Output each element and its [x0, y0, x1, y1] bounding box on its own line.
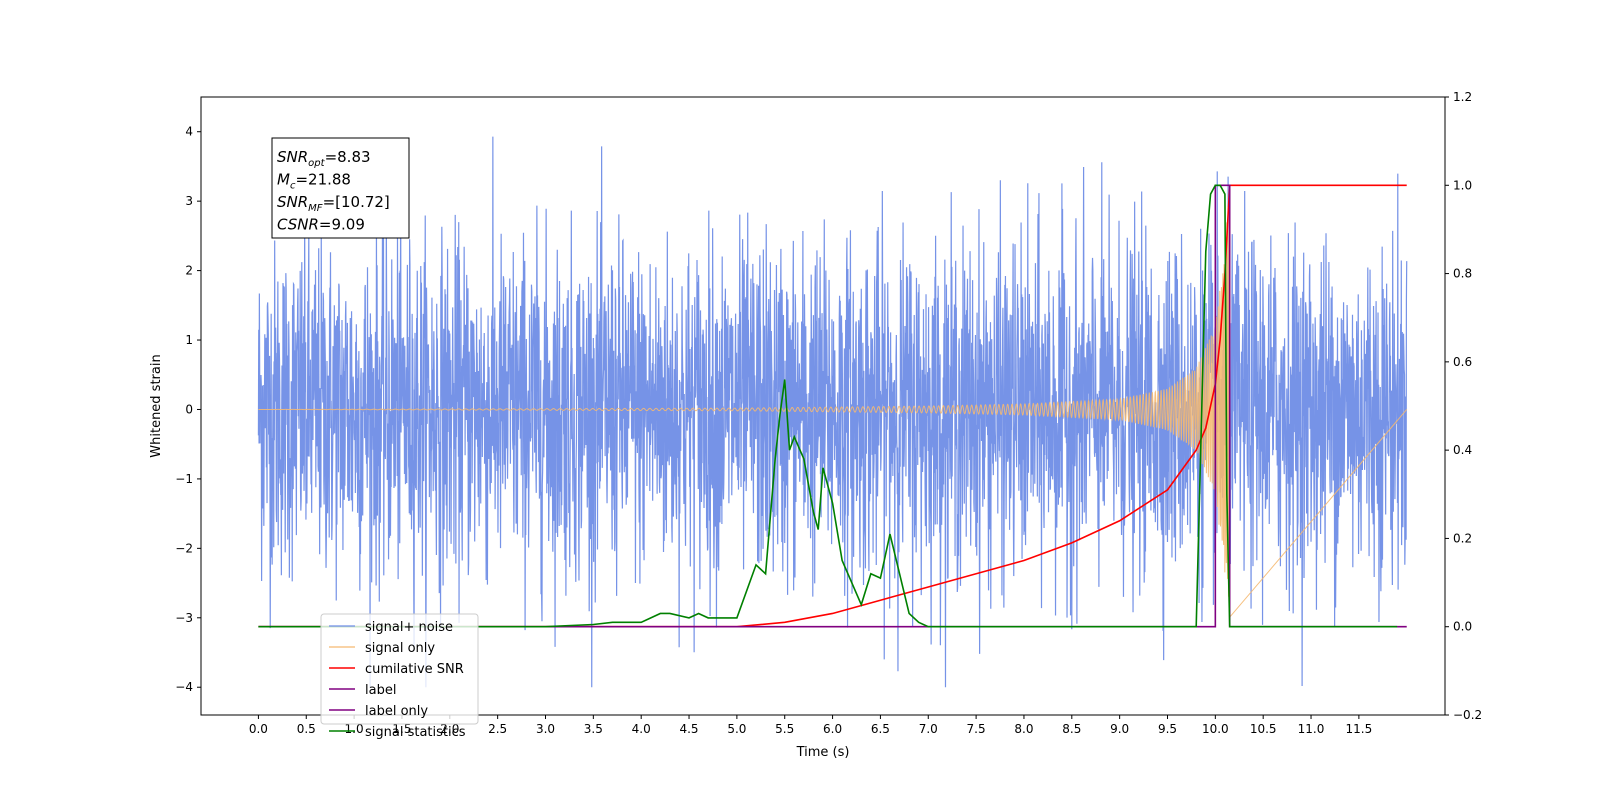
x-tick-label: 10.0: [1202, 722, 1229, 736]
y-tick-label: −1: [175, 472, 193, 486]
legend: signal+ noise signal only cumilative SNR la…: [320, 613, 479, 740]
y-tick-label: 3: [185, 194, 193, 208]
series-signal-statistics: [258, 184, 1398, 628]
y2-tick-label: −0.2: [1453, 708, 1482, 722]
x-tick-label: 3.5: [584, 722, 603, 736]
x-tick-label: 0.0: [249, 722, 268, 736]
y-axis-label: Whitened strain: [149, 354, 164, 457]
plot-frame: [200, 96, 1446, 716]
y-tick-label: 2: [185, 264, 193, 278]
y2-tick-label: 0.0: [1453, 620, 1472, 634]
x-tick-label: 2.0: [440, 722, 459, 736]
y-tick-label: 4: [185, 125, 193, 139]
y-tick-label: 1: [185, 333, 193, 347]
y-axis-right: −0.2 0.0 0.2 0.4 0.6 0.8 1.0 1.2: [1445, 90, 1482, 722]
x-tick-label: 8.0: [1014, 722, 1033, 736]
x-tick-label: 5.0: [727, 722, 746, 736]
x-tick-label: 11.5: [1346, 722, 1373, 736]
series-layer: [257, 136, 1408, 688]
legend-label-signal-noise: signal+ noise: [365, 620, 453, 635]
x-tick-label: 3.0: [536, 722, 555, 736]
x-tick-label: 7.5: [967, 722, 986, 736]
legend-label-signal-statistics: signal statistics: [365, 725, 466, 740]
x-tick-label: 10.5: [1250, 722, 1277, 736]
info-line: CSNR=9.09: [277, 216, 365, 234]
legend-label-cumilative-snr: cumilative SNR: [365, 662, 464, 677]
info-box-frame: [271, 137, 410, 239]
x-tick-label: 4.5: [679, 722, 698, 736]
info-line: Mc=21.88: [277, 171, 351, 192]
x-tick-label: 7.0: [919, 722, 938, 736]
series-signal-only: [258, 207, 1408, 619]
y-tick-label: −2: [175, 541, 193, 555]
info-line: SNRopt=8.83: [277, 148, 371, 169]
y-tick-label: −4: [175, 680, 193, 694]
x-tick-label: 6.5: [871, 722, 890, 736]
x-tick-label: 2.5: [488, 722, 507, 736]
y2-tick-label: 0.4: [1453, 443, 1472, 457]
y2-tick-label: 1.0: [1453, 178, 1472, 192]
x-tick-label: 0.5: [297, 722, 316, 736]
legend-label-signal-only: signal only: [365, 641, 435, 656]
x-tick-label: 9.0: [1110, 722, 1129, 736]
x-tick-label: 1.0: [345, 722, 364, 736]
y-axis-left: −4 −3 −2 −1 0 1 2 3 4: [175, 125, 201, 694]
x-tick-label: 4.0: [632, 722, 651, 736]
y2-tick-label: 0.8: [1453, 267, 1472, 281]
info-line: SNRMF=[10.72]: [277, 193, 390, 214]
x-tick-label: 11.0: [1298, 722, 1325, 736]
y2-tick-label: 0.6: [1453, 355, 1472, 369]
x-tick-label: 6.0: [823, 722, 842, 736]
x-axis-label: Time (s): [796, 745, 850, 760]
y2-tick-label: 0.2: [1453, 531, 1472, 545]
x-axis: 0.0 0.5 1.0 1.5 2.0 2.5 3.0 3.5 4.0 4.5 5.0 5.5 6.0 6…: [249, 715, 1372, 736]
legend-label-label-only: label only: [365, 704, 428, 719]
x-tick-label: 1.5: [392, 722, 411, 736]
x-tick-label: 9.5: [1158, 722, 1177, 736]
x-tick-label: 8.5: [1062, 722, 1081, 736]
x-tick-label: 5.5: [775, 722, 794, 736]
y2-tick-label: 1.2: [1453, 90, 1472, 104]
legend-frame: [320, 613, 479, 725]
y-tick-label: 0: [185, 402, 193, 416]
legend-label-label: label: [365, 683, 396, 698]
y-tick-label: −3: [175, 611, 193, 625]
